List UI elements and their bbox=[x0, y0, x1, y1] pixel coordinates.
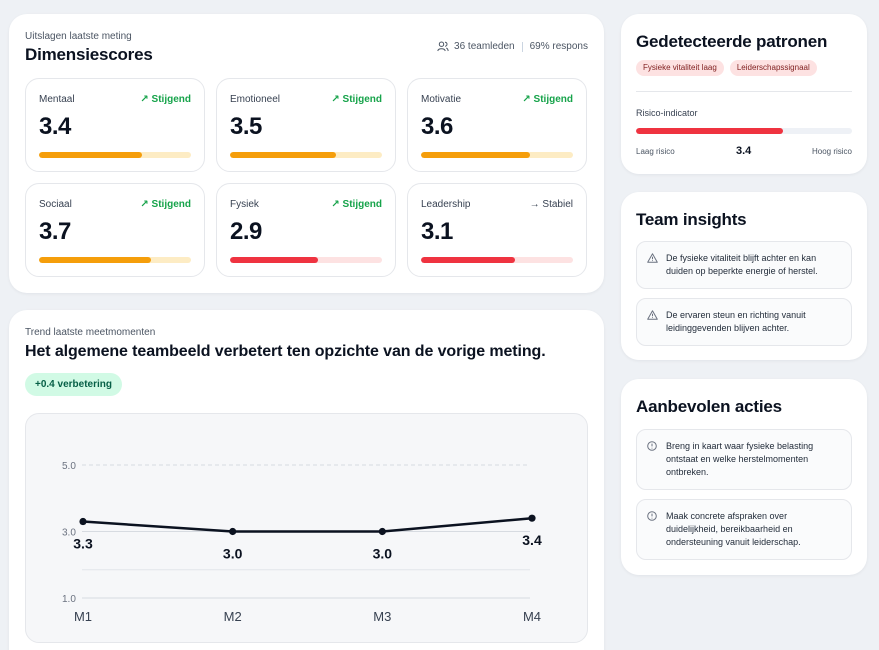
tile-trend: ↗ Stijgend bbox=[522, 94, 573, 105]
actions-title: Aanbevolen acties bbox=[636, 397, 782, 416]
risk-indicator-label: Risico-indicator bbox=[636, 108, 698, 118]
warning-icon bbox=[647, 310, 658, 320]
action-text: Maak concrete afspraken over duidelijkhe… bbox=[666, 511, 801, 547]
tile-score: 2.9 bbox=[230, 218, 262, 245]
x-tick-label: M4 bbox=[523, 609, 541, 624]
dimension-tile-emotioneel[interactable]: Emotioneel ↗ Stijgend 3.5 bbox=[216, 78, 396, 172]
pattern-chips: Fysieke vitaliteit laag Leiderschapssign… bbox=[636, 60, 817, 76]
tile-progress-bar bbox=[230, 257, 382, 263]
dimension-eyebrow: Uitslagen laatste meting bbox=[25, 31, 132, 42]
tile-score: 3.4 bbox=[39, 113, 71, 140]
tile-progress-fill bbox=[421, 152, 531, 158]
tile-progress-bar bbox=[39, 257, 191, 263]
response-rate: 69% respons bbox=[529, 41, 588, 52]
divider bbox=[636, 91, 852, 92]
warning-icon bbox=[647, 253, 658, 263]
data-label: 3.3 bbox=[73, 536, 93, 552]
y-tick-label: 5.0 bbox=[62, 461, 76, 472]
improvement-badge: +0.4 verbetering bbox=[25, 373, 122, 396]
tile-progress-fill bbox=[39, 152, 143, 158]
trend-eyebrow: Trend laatste meetmomenten bbox=[25, 327, 156, 338]
tile-progress-bar bbox=[421, 257, 573, 263]
risk-indicator-bar bbox=[636, 128, 852, 134]
tile-label: Leadership bbox=[421, 199, 471, 210]
tile-score: 3.5 bbox=[230, 113, 262, 140]
tile-trend: ↗ Stijgend bbox=[331, 199, 382, 210]
tile-trend: ↗ Stijgend bbox=[140, 199, 191, 210]
patterns-title: Gedetecteerde patronen bbox=[636, 32, 828, 51]
action-item[interactable]: Breng in kaart waar fysieke belasting on… bbox=[636, 429, 852, 490]
tile-label: Emotioneel bbox=[230, 94, 281, 105]
team-insights-card: Team insights De fysieke vitaliteit blij… bbox=[621, 192, 867, 360]
dimension-tile-motivatie[interactable]: Motivatie ↗ Stijgend 3.6 bbox=[407, 78, 587, 172]
y-tick-label: 3.0 bbox=[62, 528, 76, 539]
data-point bbox=[229, 527, 237, 536]
data-label: 3.0 bbox=[223, 546, 243, 562]
tile-trend: → Stabiel bbox=[529, 199, 573, 210]
data-point bbox=[79, 517, 87, 526]
y-tick-label: 1.0 bbox=[62, 594, 76, 605]
data-point bbox=[378, 527, 386, 536]
tile-progress-fill bbox=[230, 257, 319, 263]
dimension-tile-mentaal[interactable]: Mentaal ↗ Stijgend 3.4 bbox=[25, 78, 205, 172]
recommended-actions-card: Aanbevolen acties Breng in kaart waar fy… bbox=[621, 379, 867, 575]
insight-text: De fysieke vitaliteit blijft achter en k… bbox=[666, 253, 818, 276]
detected-patterns-card: Gedetecteerde patronen Fysieke vitalitei… bbox=[621, 14, 867, 174]
pattern-chip[interactable]: Fysieke vitaliteit laag bbox=[636, 60, 724, 76]
users-icon bbox=[437, 41, 449, 52]
tile-trend: ↗ Stijgend bbox=[331, 94, 382, 105]
risk-high-label: Hoog risico bbox=[811, 147, 852, 156]
tile-label: Fysiek bbox=[230, 199, 259, 210]
tile-trend: ↗ Stijgend bbox=[140, 94, 191, 105]
insight-item[interactable]: De fysieke vitaliteit blijft achter en k… bbox=[636, 241, 852, 289]
action-item[interactable]: Maak concrete afspraken over duidelijkhe… bbox=[636, 499, 852, 560]
insights-title: Team insights bbox=[636, 210, 747, 229]
tile-progress-bar bbox=[421, 152, 573, 158]
risk-indicator-fill bbox=[636, 128, 783, 134]
tile-score: 3.7 bbox=[39, 218, 71, 245]
data-point bbox=[528, 514, 536, 522]
data-label: 3.4 bbox=[522, 532, 542, 548]
tile-label: Mentaal bbox=[39, 94, 75, 105]
x-tick-label: M1 bbox=[74, 609, 92, 624]
tile-progress-fill bbox=[230, 152, 337, 158]
tile-score: 3.6 bbox=[421, 113, 453, 140]
team-members-count: 36 teamleden bbox=[454, 41, 515, 52]
tile-progress-bar bbox=[230, 152, 382, 158]
tile-score: 3.1 bbox=[421, 218, 453, 245]
participation-meta: 36 teamleden 69% respons bbox=[437, 41, 588, 52]
tile-progress-fill bbox=[39, 257, 152, 263]
risk-value: 3.4 bbox=[736, 145, 752, 157]
trend-chart-svg: 5.0 3.0 1.0 3.3 M1 3.0 M2 3.0 M3 3.4 M4 bbox=[62, 461, 542, 624]
info-icon bbox=[647, 511, 657, 521]
tile-label: Motivatie bbox=[421, 94, 462, 105]
action-text: Breng in kaart waar fysieke belasting on… bbox=[666, 441, 814, 477]
dimension-tile-fysiek[interactable]: Fysiek ↗ Stijgend 2.9 bbox=[216, 183, 396, 277]
data-label: 3.0 bbox=[373, 546, 393, 562]
pattern-chip[interactable]: Leiderschapssignaal bbox=[729, 60, 817, 76]
dimension-tile-sociaal[interactable]: Sociaal ↗ Stijgend 3.7 bbox=[25, 183, 205, 277]
x-tick-label: M3 bbox=[373, 609, 391, 624]
dimension-title: Dimensiescores bbox=[25, 45, 153, 64]
trend-title: Het algemene teambeeld verbetert ten opz… bbox=[25, 343, 546, 360]
x-tick-label: M2 bbox=[224, 609, 242, 624]
insight-item[interactable]: De ervaren steun en richting vanuit leid… bbox=[636, 298, 852, 346]
info-icon bbox=[647, 441, 657, 451]
risk-low-label: Laag risico bbox=[636, 147, 675, 156]
tile-progress-bar bbox=[39, 152, 191, 158]
trend-chart: 5.0 3.0 1.0 3.3 M1 3.0 M2 3.0 M3 3.4 M4 bbox=[25, 413, 588, 643]
dimension-scores-card: Uitslagen laatste meting Dimensiescores … bbox=[9, 14, 604, 293]
insight-text: De ervaren steun en richting vanuit leid… bbox=[666, 310, 806, 333]
series-line bbox=[82, 516, 533, 533]
tile-label: Sociaal bbox=[39, 199, 72, 210]
dimension-tile-leadership[interactable]: Leadership → Stabiel 3.1 bbox=[407, 183, 587, 277]
trend-card: Trend laatste meetmomenten Het algemene … bbox=[9, 310, 604, 650]
tile-progress-fill bbox=[421, 257, 516, 263]
